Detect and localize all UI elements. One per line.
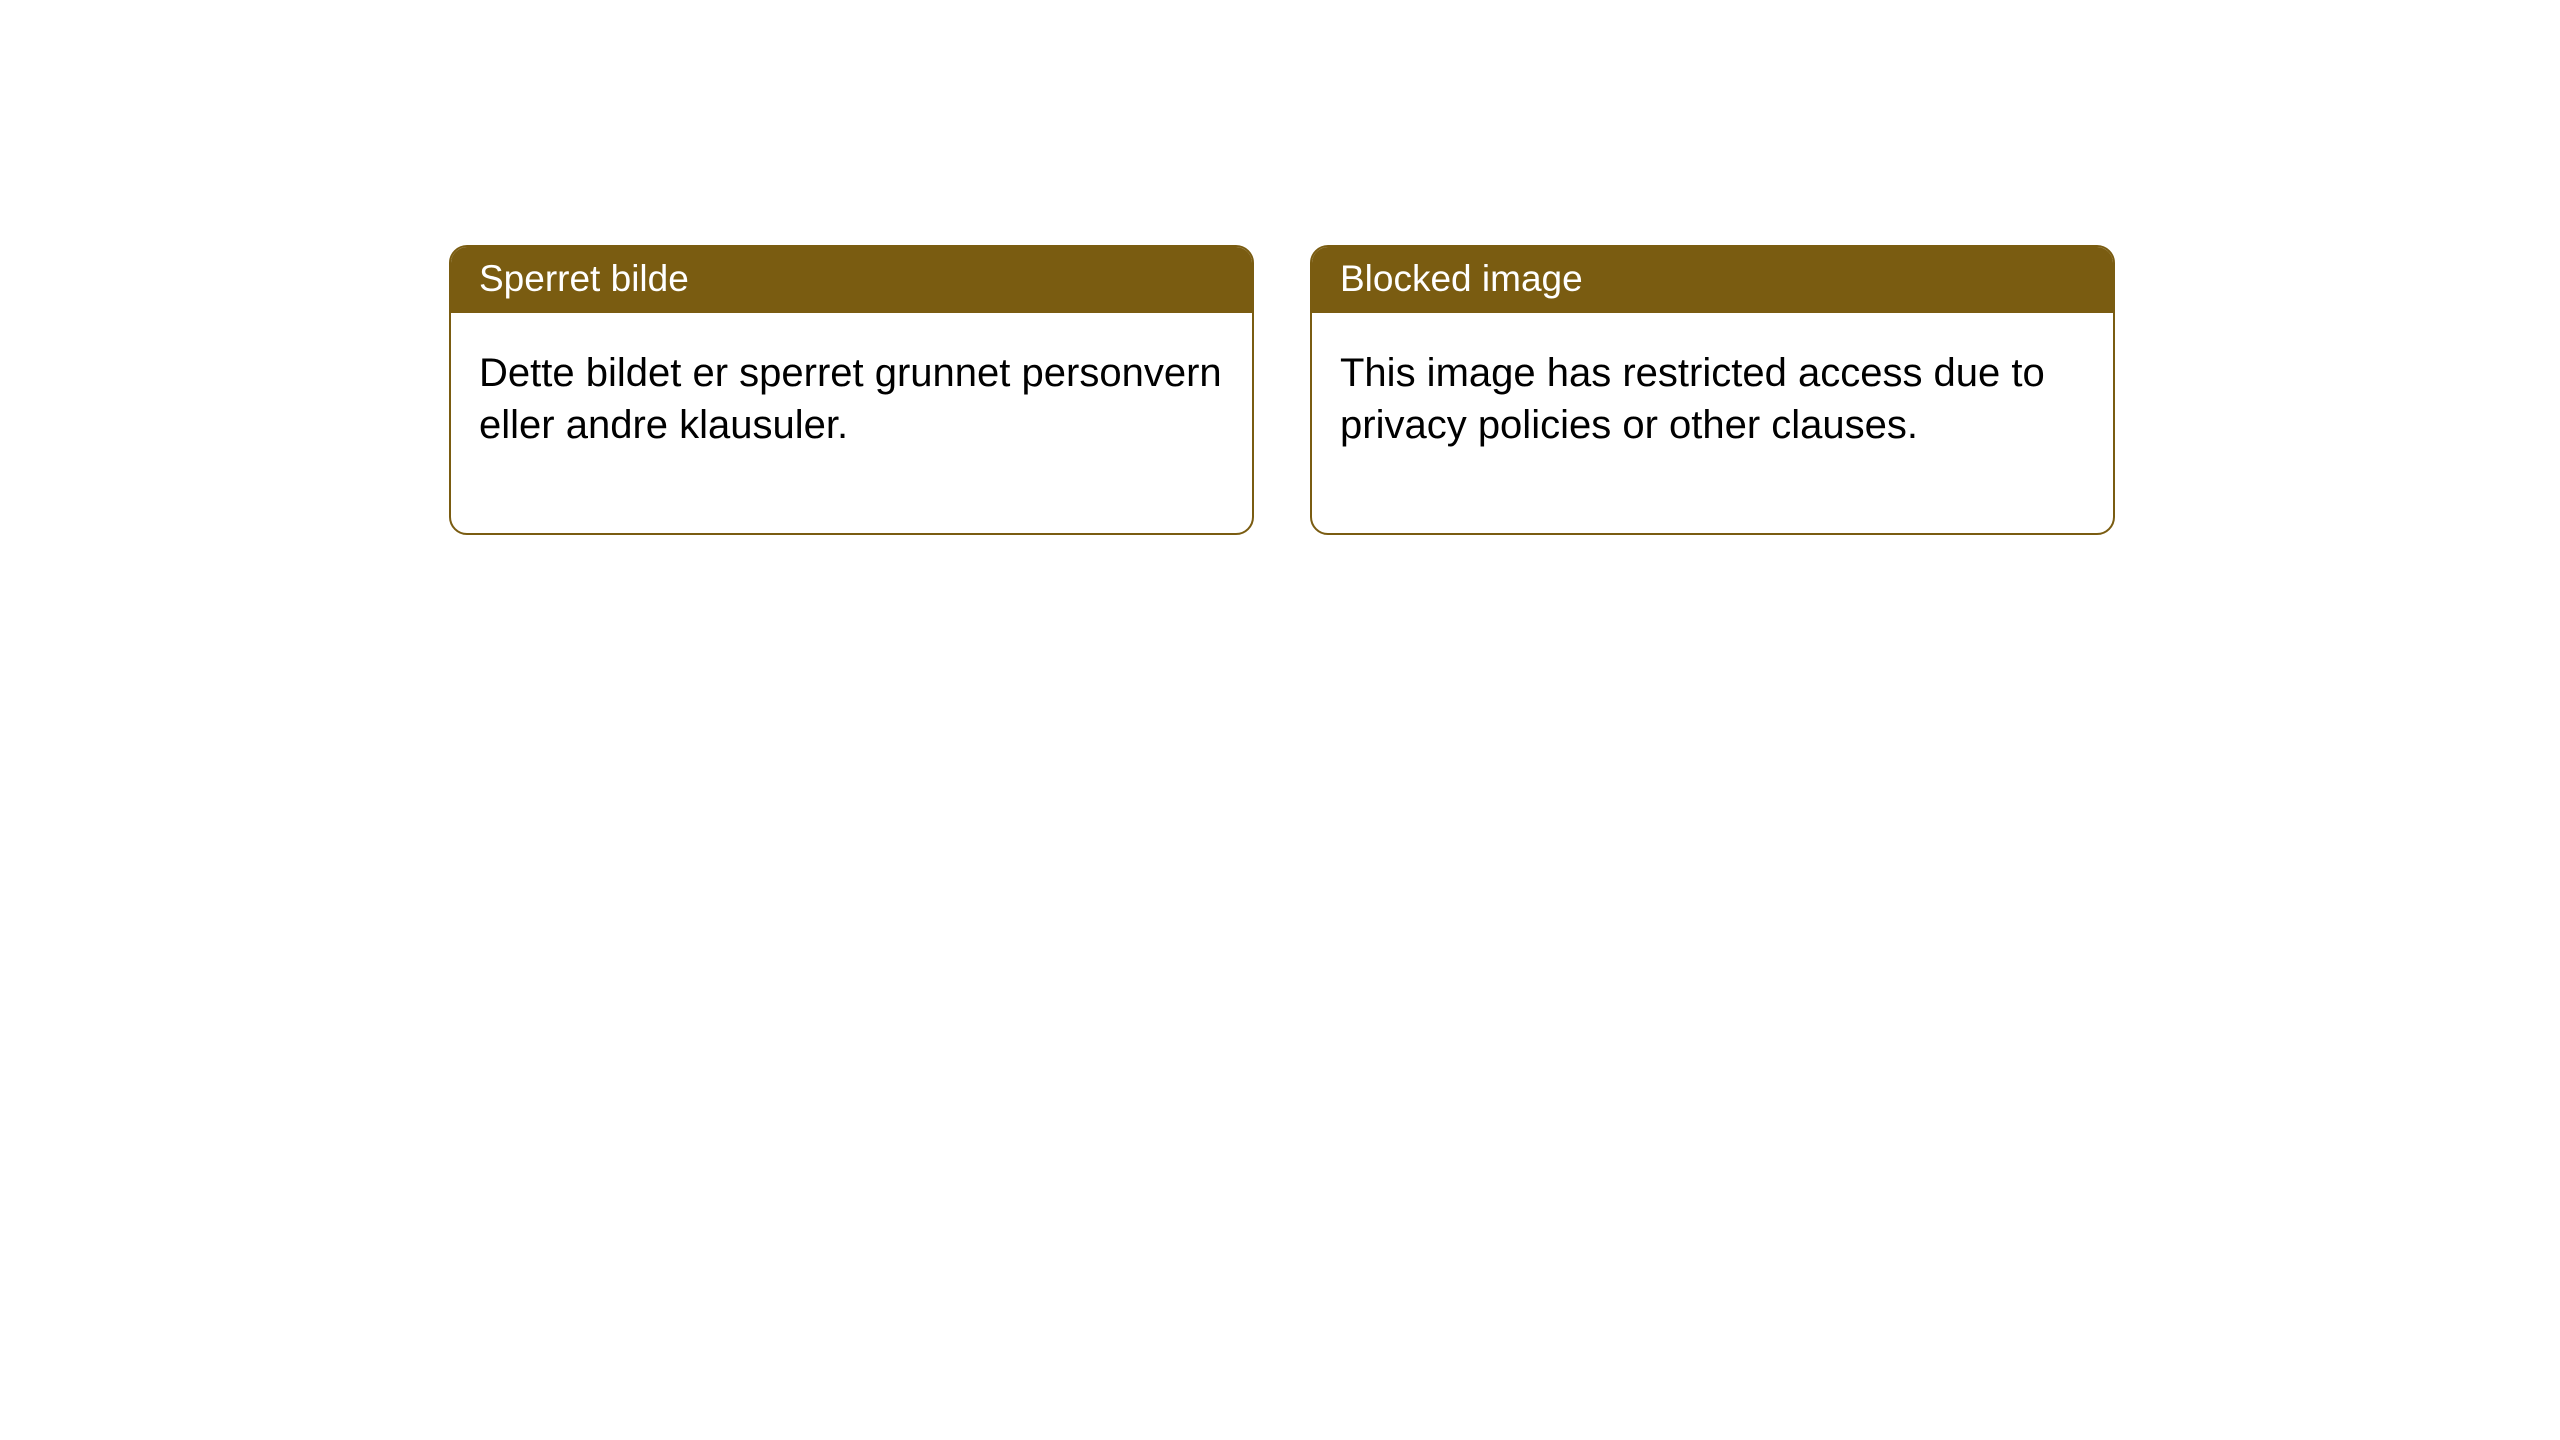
notice-cards-container: Sperret bilde Dette bildet er sperret gr… bbox=[449, 245, 2115, 535]
notice-title: Sperret bilde bbox=[451, 247, 1252, 313]
notice-body: Dette bildet er sperret grunnet personve… bbox=[451, 313, 1252, 533]
notice-card-english: Blocked image This image has restricted … bbox=[1310, 245, 2115, 535]
notice-title: Blocked image bbox=[1312, 247, 2113, 313]
notice-card-norwegian: Sperret bilde Dette bildet er sperret gr… bbox=[449, 245, 1254, 535]
notice-body: This image has restricted access due to … bbox=[1312, 313, 2113, 533]
